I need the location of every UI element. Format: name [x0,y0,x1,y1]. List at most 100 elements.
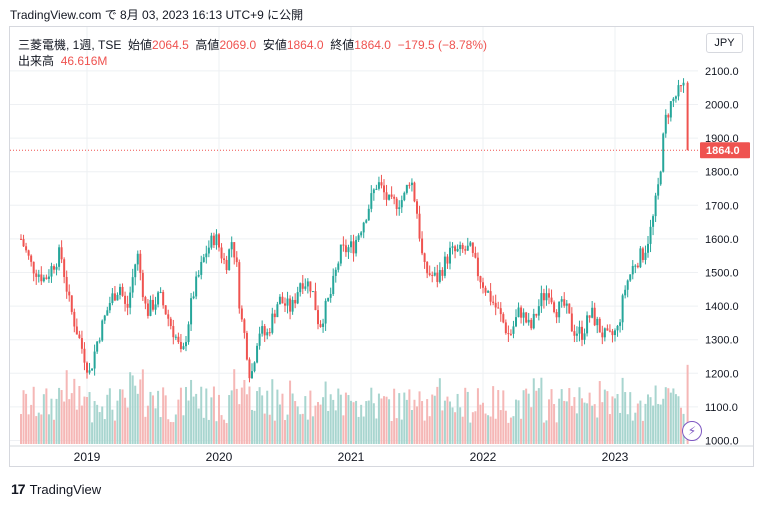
volume-bar [352,402,355,444]
volume-bar [20,414,22,444]
volume-bar [344,392,347,444]
volume-bar [542,422,545,444]
y-tick-label: 1500.0 [705,268,739,280]
volume-bar [78,386,81,444]
candle-body [509,333,512,335]
volume-bar [80,405,83,444]
volume-bar [261,395,264,444]
volume-bar [243,379,246,444]
volume-bar [248,386,251,444]
volume-bar [385,396,388,444]
candle-body [276,304,279,318]
candle-body [47,276,50,279]
candle-body [575,333,578,336]
volume-bar [55,398,58,444]
volume-bar [70,393,73,444]
footer-brand[interactable]: 17 TradingView [11,481,101,497]
volume-bar [492,386,495,444]
volume-bar [596,417,599,444]
volume-bar [96,404,99,444]
candle-body [626,280,629,290]
candle-body [63,259,66,277]
volume-bar [106,394,109,444]
candle-body [294,299,297,304]
lightning-icon[interactable]: ⚡ [682,421,702,441]
candle-body [492,301,495,303]
candle-body [350,241,352,248]
volume-bar [304,396,307,444]
volume-bar [30,404,33,444]
volume-bar [433,395,436,444]
volume-bar [88,392,91,444]
candle-body [504,322,507,334]
volume-bar [471,412,474,444]
candle-body [426,261,429,274]
volume-bar [568,388,571,444]
volume-bar [504,410,507,444]
candle-body [309,281,312,292]
candle-body [223,258,226,260]
volume-bar [418,391,421,444]
volume-bar [245,394,248,444]
candle-body [27,250,30,256]
volume-bar [220,415,223,444]
candle-body [70,295,73,312]
candle-body [347,247,350,253]
volume-bar [360,404,363,444]
candle-body [278,296,281,305]
volume-bar [686,364,689,444]
symbol-label[interactable]: 三菱電機, 1週, TSE [18,38,122,52]
volume-bar [631,420,634,444]
currency-button[interactable]: JPY [706,33,743,53]
volume-bar [578,387,581,444]
volume-bar [608,414,611,444]
candle-body [410,182,413,186]
candle-body [35,273,38,277]
candle-body [91,368,94,371]
candle-body [525,312,528,323]
volume-bar [190,379,193,444]
candle-body [360,232,363,236]
candle-body [377,182,380,189]
candle-body [652,216,655,227]
candle-body [499,308,502,315]
volume-bar [639,400,642,444]
candle-body [431,274,434,276]
candle-body [131,277,134,293]
volume-bar [187,400,190,444]
volume-bar [532,378,535,444]
candle-body [174,336,177,338]
candle-body [327,297,330,301]
volume-bar [669,392,672,444]
candle-body [558,301,561,318]
candle-body [586,315,589,334]
volume-bar [329,394,332,444]
volume-bar [428,416,431,444]
candle-body [324,300,327,324]
volume-bar [525,388,528,444]
candle-body [139,253,142,273]
candle-body [230,242,233,250]
volume-bar [53,419,55,444]
volume-bar [621,377,624,444]
volume-bar [350,400,352,444]
candle-body [380,182,383,186]
candle-body [319,324,322,327]
candle-body [537,306,540,316]
candle-body [55,266,58,270]
brand-name: TradingView [29,481,102,497]
candle-body [555,312,558,318]
candle-body [73,311,76,327]
volume-bar [177,399,180,444]
volume-bar [93,401,96,444]
candle-body [532,313,535,329]
volume-bar [136,393,139,444]
candle-body [568,303,571,314]
volume-bar [278,404,281,444]
candle-body [608,330,611,332]
last-price-tag [700,142,750,159]
volume-bar [431,394,434,444]
candle-body [352,241,355,254]
candle-body [50,266,53,277]
